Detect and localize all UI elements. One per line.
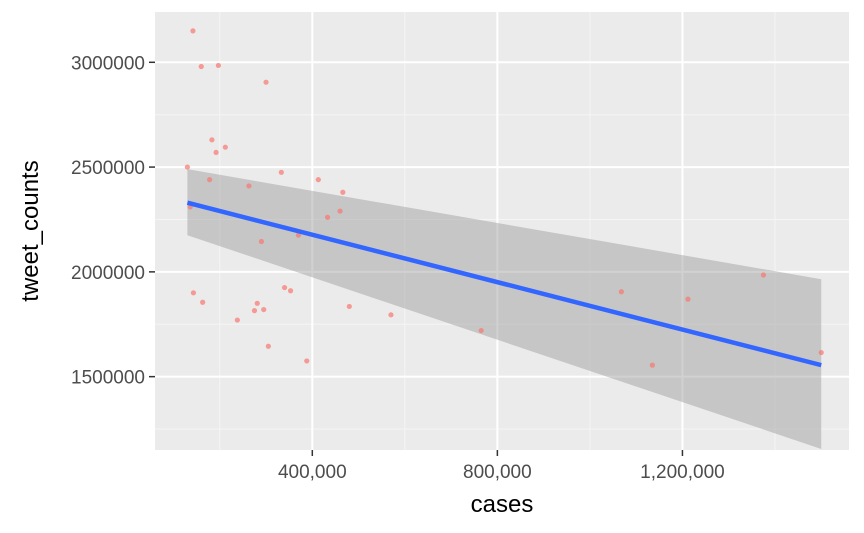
- data-point: [265, 343, 271, 349]
- data-point: [281, 284, 288, 291]
- data-point: [209, 137, 215, 143]
- y-tick-label: 2000000: [71, 263, 145, 284]
- data-point: [278, 169, 284, 175]
- data-point: [263, 79, 269, 85]
- data-point: [685, 296, 691, 302]
- data-point: [190, 28, 196, 34]
- x-tick-label: 800,000: [463, 462, 532, 483]
- data-point: [760, 272, 767, 278]
- data-point: [295, 232, 302, 238]
- data-point: [246, 183, 252, 189]
- x-tick-label: 400,000: [278, 462, 347, 483]
- data-point: [388, 312, 394, 318]
- data-point: [200, 299, 206, 305]
- data-points: [184, 28, 824, 368]
- data-point: [340, 189, 346, 195]
- data-point: [649, 362, 655, 368]
- trend-line: [186, 200, 822, 368]
- confidence-band: [187, 169, 822, 449]
- y-tick-label: 3000000: [71, 53, 145, 74]
- data-point: [304, 358, 310, 364]
- data-point: [215, 62, 221, 69]
- data-point: [346, 303, 352, 310]
- data-point: [618, 289, 624, 295]
- y-tick-label: 1500000: [71, 368, 145, 389]
- data-point: [478, 327, 484, 334]
- data-point: [213, 149, 219, 156]
- minor-grid: [155, 12, 849, 450]
- data-point: [190, 290, 197, 296]
- data-point: [258, 238, 265, 245]
- data-point: [222, 144, 228, 150]
- data-point: [198, 63, 204, 70]
- y-axis-title: tweet_counts: [17, 160, 44, 301]
- y-axis: 1500000 2000000 2500000 3000000: [71, 53, 155, 389]
- x-axis: 400,000 800,000 1,200,000: [278, 450, 725, 483]
- data-point: [184, 164, 190, 170]
- data-point: [261, 306, 267, 313]
- data-point: [818, 349, 824, 356]
- major-grid: [155, 12, 849, 450]
- y-tick-label: 2500000: [71, 158, 145, 179]
- x-tick-label: 1,200,000: [640, 462, 725, 483]
- data-point: [206, 177, 213, 183]
- data-point: [234, 317, 240, 323]
- data-point: [254, 300, 260, 306]
- x-axis-title: cases: [471, 491, 534, 518]
- data-point: [251, 308, 258, 314]
- data-point: [315, 177, 321, 183]
- data-point: [324, 214, 331, 220]
- data-point: [337, 208, 343, 214]
- data-point: [287, 288, 294, 294]
